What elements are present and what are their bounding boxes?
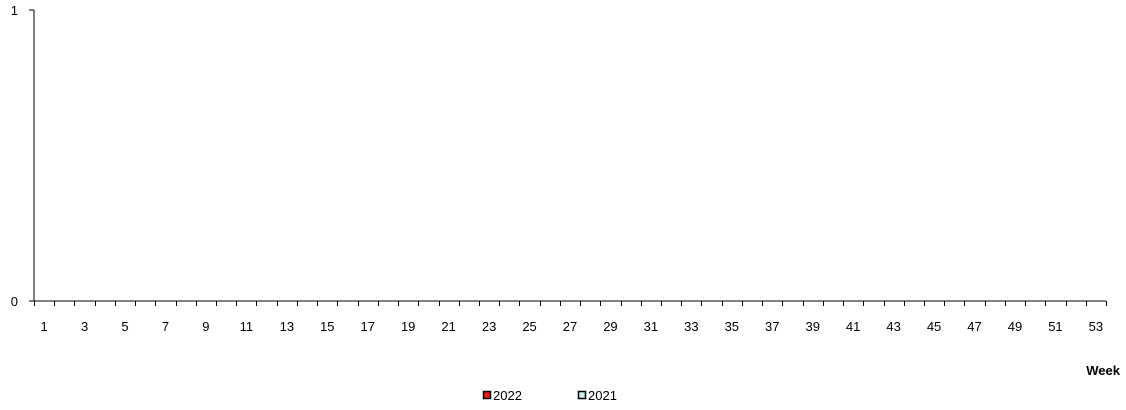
x-tick-label: 3: [81, 319, 88, 334]
x-tick-label: 15: [320, 319, 334, 334]
x-tick-label: 7: [162, 319, 169, 334]
legend-label-2022: 2022: [493, 388, 522, 403]
y-tick-label: 1: [11, 3, 18, 18]
x-tick-label: 41: [846, 319, 860, 334]
x-tick-label: 27: [563, 319, 577, 334]
x-tick-label: 29: [603, 319, 617, 334]
x-tick-label: 33: [684, 319, 698, 334]
x-tick-label: 37: [765, 319, 779, 334]
x-tick-label: 31: [644, 319, 658, 334]
x-tick-label: 45: [927, 319, 941, 334]
x-tick-label: 49: [1008, 319, 1022, 334]
legend: 2022 2021: [482, 388, 617, 403]
x-axis-title: Week: [1086, 363, 1120, 378]
x-tick-label: 11: [240, 319, 254, 334]
x-axis: 1 3 5 7 9 11 13 15 17 19 21 23 25 27 29 31 33 35 37 39 41 43 4…: [34, 300, 1107, 334]
x-tick-label: 5: [121, 319, 128, 334]
x-tick-label: 23: [482, 319, 496, 334]
legend-swatch-2022: [482, 390, 492, 400]
legend-label-2021: 2021: [588, 388, 617, 403]
y-tick-label: 0: [11, 294, 18, 309]
x-tick-label: 47: [967, 319, 981, 334]
x-tick-label: 21: [441, 319, 455, 334]
legend-swatch-2021: [577, 390, 587, 400]
x-tick-label: 13: [280, 319, 294, 334]
x-tick-label: 43: [886, 319, 900, 334]
x-tick-label: 25: [522, 319, 536, 334]
x-tick-label: 35: [725, 319, 739, 334]
x-tick-label: 17: [361, 319, 375, 334]
y-axis: 01: [11, 3, 35, 309]
x-tick-label: 1: [40, 319, 47, 334]
x-tick-label: 9: [202, 319, 209, 334]
x-tick-label: 39: [805, 319, 819, 334]
x-tick-label: 19: [401, 319, 415, 334]
x-tick-label: 51: [1048, 319, 1062, 334]
x-tick-label: 53: [1089, 319, 1103, 334]
